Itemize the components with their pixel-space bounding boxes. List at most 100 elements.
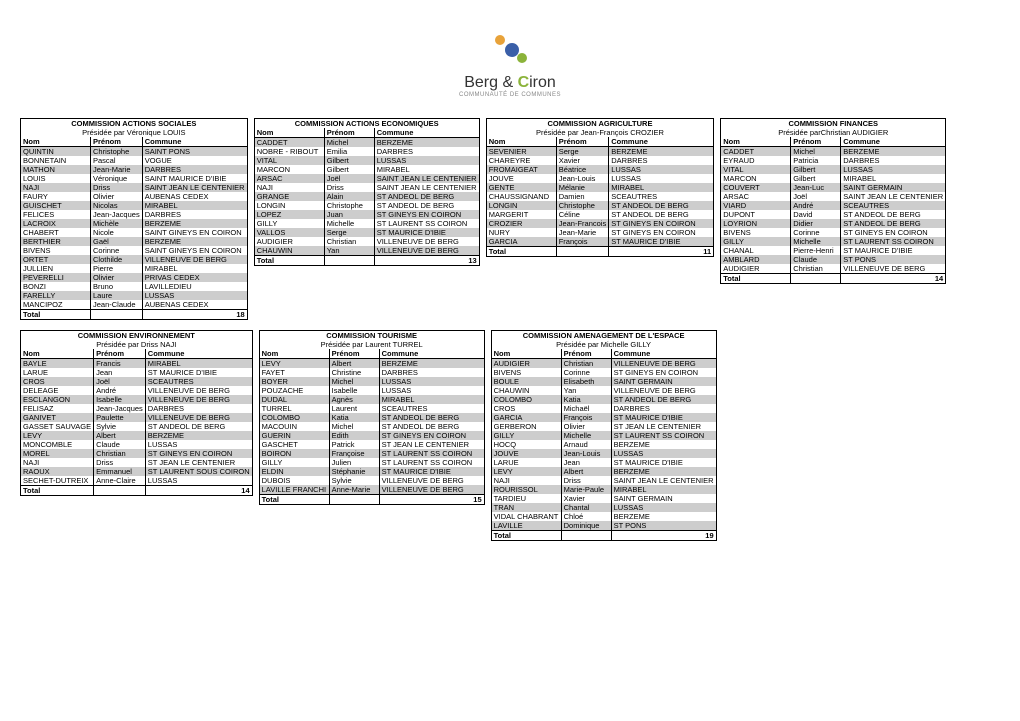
table-row: GANIVET Paulette VILLENEUVE DE BERG — [21, 413, 253, 422]
table-row: ORTET Clothilde VILLENEUVE DE BERG — [21, 255, 248, 264]
cell-commune: MIRABEL — [142, 201, 247, 210]
cell-prenom: Christophe — [324, 201, 374, 210]
cell-nom: POUZACHE — [259, 386, 329, 395]
cell-commune: SAINT JEAN LE CENTENIER — [611, 476, 716, 485]
cell-prenom: Jean-Jacques — [94, 404, 146, 413]
cell-commune: SCEAUTRES — [145, 377, 252, 386]
cell-prenom: Pierre — [91, 264, 143, 273]
cell-commune: SAINT JEAN LE CENTENIER — [841, 192, 946, 201]
cell-prenom: Francis — [94, 359, 146, 369]
cell-commune: ST JEAN LE CENTENIER — [145, 458, 252, 467]
table-row: CROS Michaël DARBRES — [491, 404, 716, 413]
cell-commune: DARBRES — [611, 404, 716, 413]
cell-prenom: Michel — [324, 138, 374, 148]
cell-nom: FELISAZ — [21, 404, 94, 413]
cell-prenom: Joël — [791, 192, 841, 201]
commission-president: Présidée par Michelle GILLY — [491, 340, 716, 349]
table-row: NAJI Driss SAINT JEAN LE CENTENIER — [491, 476, 716, 485]
cell-nom: GILLY — [491, 431, 561, 440]
cell-commune: ST LAURENT SS COIRON — [374, 219, 479, 228]
cell-nom: GASSET SAUVAGE — [21, 422, 94, 431]
table-row: MATHON Jean-Marie DARBRES — [21, 165, 248, 174]
table-row: DUDAL Agnès MIRABEL — [259, 395, 484, 404]
cell-commune: ST MAURICE D'IBIE — [145, 368, 252, 377]
cell-prenom: Claude — [791, 255, 841, 264]
table-economiques: COMMISSION ACTIONS ECONOMIQUES Nom Préno… — [254, 118, 480, 266]
cell-nom: LEVY — [259, 359, 329, 369]
cell-prenom: Jean-Louis — [556, 174, 609, 183]
cell-nom: MANCIPOZ — [21, 300, 91, 310]
cell-prenom: Christian — [324, 237, 374, 246]
cell-commune: SAINT PONS — [142, 147, 247, 157]
cell-prenom: Gilbert — [324, 165, 374, 174]
cell-nom: GUERIN — [259, 431, 329, 440]
cell-prenom: Xavier — [561, 494, 611, 503]
cell-nom: BAYLE — [21, 359, 94, 369]
cell-prenom: Albert — [561, 467, 611, 476]
cell-prenom: Jean-Claude — [91, 300, 143, 310]
cell-prenom: Bruno — [91, 282, 143, 291]
total-label: Total — [21, 310, 91, 320]
cell-nom: BIVENS — [21, 246, 91, 255]
cell-commune: ST MAURICE D'IBIE — [611, 458, 716, 467]
cell-nom: JOUVE — [491, 449, 561, 458]
table-row: ROURISSOL Marie-Paule MIRABEL — [491, 485, 716, 494]
cell-nom: GILLY — [254, 219, 324, 228]
cell-commune: DARBRES — [379, 368, 484, 377]
table-row: GASSET SAUVAGE Sylvie ST ANDEOL DE BERG — [21, 422, 253, 431]
cell-commune: BERZEME — [379, 359, 484, 369]
cell-prenom: François — [556, 237, 609, 247]
cell-nom: AMBLARD — [721, 255, 791, 264]
cell-commune: ST ANDEOL DE BERG — [841, 210, 946, 219]
cell-nom: NURY — [486, 228, 556, 237]
cell-commune: ST LAURENT SOUS COIRON — [145, 467, 252, 476]
cell-nom: GRANGE — [254, 192, 324, 201]
cell-commune: MIRABEL — [841, 174, 946, 183]
cell-nom: GANIVET — [21, 413, 94, 422]
cell-nom: LOPEZ — [254, 210, 324, 219]
table-row: MARCON Gilbert MIRABEL — [721, 174, 946, 183]
cell-prenom: Jean-Francois — [556, 219, 609, 228]
cell-commune: LUSSAS — [611, 503, 716, 512]
cell-nom: DELEAGE — [21, 386, 94, 395]
cell-commune: VILLENEUVE DE BERG — [374, 237, 479, 246]
table-row: QUINTIN Christophe SAINT PONS — [21, 147, 248, 157]
cell-prenom: Sylvie — [94, 422, 146, 431]
cell-commune: SCEAUTRES — [379, 404, 484, 413]
table-row: GERBERON Olivier ST JEAN LE CENTENIER — [491, 422, 716, 431]
cell-prenom: Jean-Marie — [556, 228, 609, 237]
cell-prenom: Michel — [791, 147, 841, 157]
cell-commune: ST LAURENT SS COIRON — [841, 237, 946, 246]
table-row: BOYER Michel LUSSAS — [259, 377, 484, 386]
table-row: COUVERT Jean-Luc SAINT GERMAIN — [721, 183, 946, 192]
total-value: 13 — [374, 256, 479, 266]
cell-nom: ROURISSOL — [491, 485, 561, 494]
col-header-nom: Nom — [486, 137, 556, 147]
table-row: NURY Jean-Marie ST GINEYS EN COIRON — [486, 228, 714, 237]
cell-prenom: Didier — [791, 219, 841, 228]
cell-commune: ST GINEYS EN COIRON — [611, 368, 716, 377]
cell-nom: SECHET-DUTREIX — [21, 476, 94, 486]
cell-prenom: Corinne — [791, 228, 841, 237]
cell-prenom: Corinne — [561, 368, 611, 377]
table-finances: COMMISSION FINANCESPrésidée parChristian… — [720, 118, 946, 284]
table-row: CHAREYRE Xavier DARBRES — [486, 156, 714, 165]
cell-prenom: Nicolas — [91, 201, 143, 210]
cell-commune: LUSSAS — [374, 156, 479, 165]
col-header-commune: Commune — [142, 137, 247, 147]
table-row: GILLY Michelle ST LAURENT SS COIRON — [491, 431, 716, 440]
cell-commune: ST LAURENT SS COIRON — [379, 449, 484, 458]
cell-commune: BERZEME — [609, 147, 714, 157]
cell-prenom: Jean-Luc — [791, 183, 841, 192]
commission-president: Présidée parChristian AUDIGIER — [721, 128, 946, 137]
cell-commune: SAINT MAURICE D'IBIE — [142, 174, 247, 183]
col-header-prenom: Prénom — [329, 349, 379, 359]
table-row: TRAN Chantal LUSSAS — [491, 503, 716, 512]
cell-prenom: Françoise — [329, 449, 379, 458]
cell-nom: CHAREYRE — [486, 156, 556, 165]
total-label: Total — [259, 495, 329, 505]
col-header-commune: Commune — [609, 137, 714, 147]
cell-prenom: Paulette — [94, 413, 146, 422]
col-header-nom: Nom — [21, 349, 94, 359]
col-header-prenom: Prénom — [324, 128, 374, 138]
